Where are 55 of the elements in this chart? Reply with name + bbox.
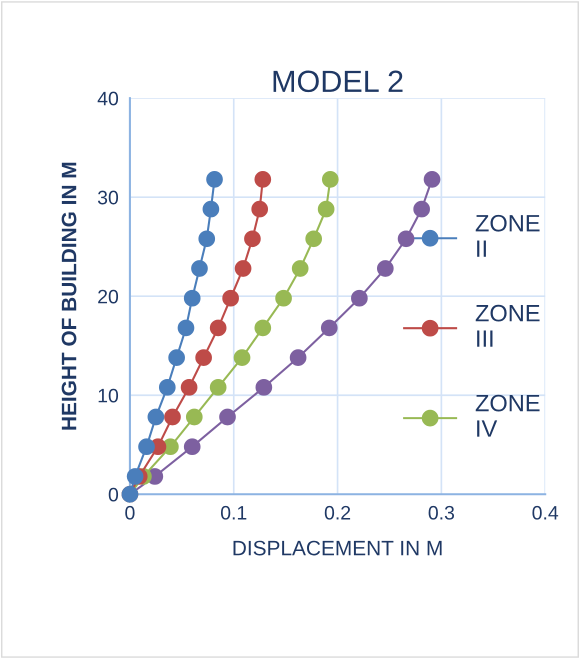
point <box>210 378 226 396</box>
x-tick-label: 0.3 <box>428 506 454 520</box>
y-tick-label: 10 <box>98 388 118 402</box>
point <box>424 171 440 188</box>
point <box>184 290 201 307</box>
point <box>290 349 306 366</box>
y-axis-title: HEIGHT OF BUILDING IN M <box>62 162 76 430</box>
legend-label: ZONE II <box>476 214 540 257</box>
point <box>206 171 223 188</box>
point <box>202 200 220 218</box>
point <box>305 230 322 248</box>
chart-title: MODEL 2 <box>274 70 403 92</box>
point <box>351 290 368 307</box>
y-tick-label: 20 <box>98 290 118 304</box>
point <box>222 290 239 307</box>
point <box>178 320 194 336</box>
point <box>191 260 208 277</box>
point <box>184 438 201 456</box>
point <box>413 200 430 218</box>
point <box>275 290 292 307</box>
point <box>186 408 203 426</box>
point <box>210 320 226 336</box>
x-tick-label: 0.2 <box>324 506 350 520</box>
point <box>148 408 164 426</box>
point <box>126 468 144 485</box>
point <box>195 349 212 366</box>
point <box>318 200 334 218</box>
x-tick-label: 0.1 <box>220 506 246 520</box>
legend-label: ZONE III <box>476 304 540 347</box>
point <box>158 378 176 396</box>
legend-label: ZONE IV <box>476 394 540 437</box>
point <box>254 171 272 188</box>
x-tick-label: 0 <box>125 506 135 520</box>
point <box>234 260 252 277</box>
point <box>164 408 181 426</box>
point <box>376 260 394 277</box>
y-tick-label: 30 <box>98 190 118 204</box>
x-axis-title: DISPLACEMENT IN M <box>234 540 442 556</box>
point <box>219 408 236 426</box>
point <box>180 378 198 396</box>
point <box>244 230 261 248</box>
y-tick-label: 0 <box>108 488 118 502</box>
point <box>168 349 185 366</box>
point <box>251 200 268 218</box>
point <box>138 438 155 456</box>
point <box>322 171 339 188</box>
point <box>256 378 272 396</box>
point <box>234 349 250 366</box>
point <box>398 230 414 248</box>
point <box>320 320 338 336</box>
y-tick-label: 40 <box>98 92 118 106</box>
point <box>292 260 309 277</box>
x-tick-label: 0.4 <box>532 506 558 520</box>
point <box>198 230 216 248</box>
point <box>254 320 272 336</box>
